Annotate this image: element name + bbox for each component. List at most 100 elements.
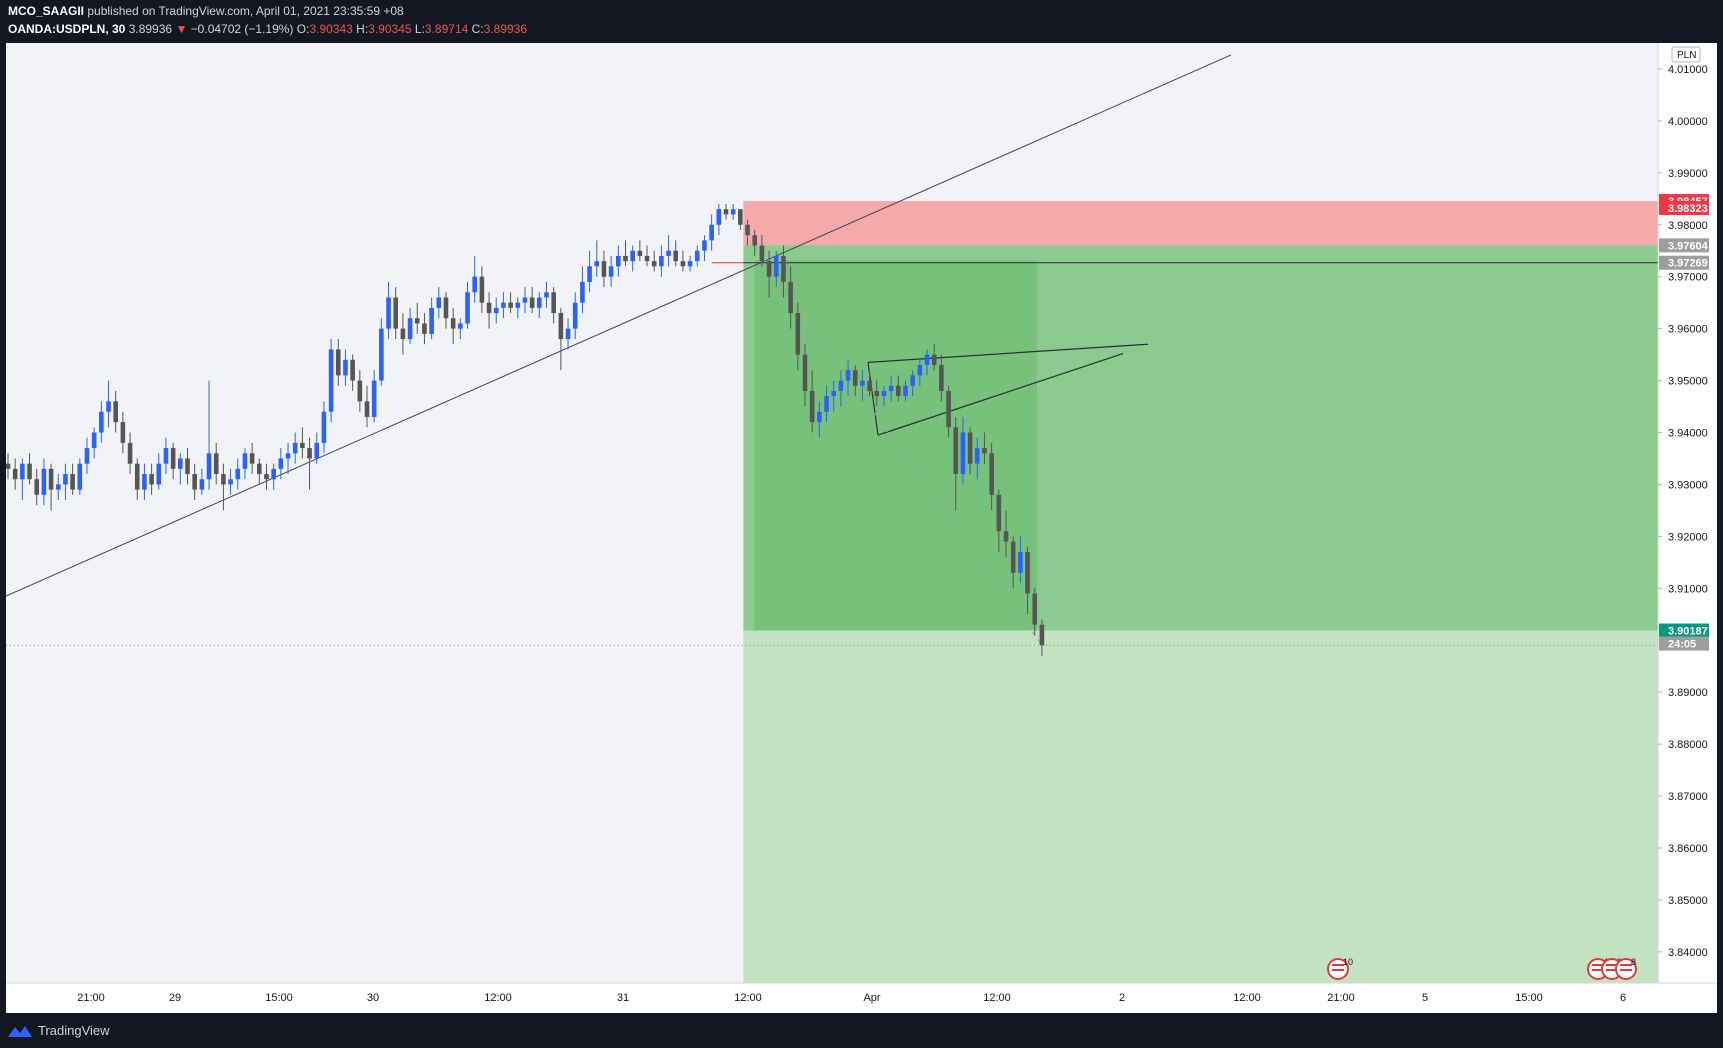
candle [651, 250, 657, 272]
candle [874, 380, 880, 407]
candle-body [393, 297, 399, 329]
candle-body [781, 255, 786, 282]
currency-label: PLN [1677, 50, 1696, 61]
candle [386, 281, 391, 340]
candle-body [328, 349, 334, 412]
candle [637, 240, 643, 262]
candle [271, 463, 276, 490]
price-label-text: 3.98323 [1668, 203, 1708, 215]
candle-body [379, 328, 384, 381]
candle-body [572, 302, 578, 329]
candle [465, 281, 470, 329]
extended-target-zone [743, 630, 1658, 983]
candle [709, 214, 714, 251]
candle [458, 318, 463, 340]
candle-body [458, 323, 463, 329]
candle [300, 427, 305, 459]
candle [170, 442, 176, 480]
candle [522, 287, 528, 314]
candle-body [429, 307, 434, 334]
candle [357, 370, 363, 412]
candle [824, 385, 829, 423]
candle [199, 468, 205, 495]
candle-body [817, 411, 822, 423]
price-label-text: 3.97269 [1668, 258, 1708, 270]
candle [795, 302, 801, 371]
candle-body [1010, 541, 1016, 573]
candle [149, 463, 154, 495]
candle [960, 416, 966, 485]
candle-body [759, 245, 765, 262]
x-tick-label: 29 [169, 992, 181, 1004]
candle [508, 292, 513, 314]
candle [630, 245, 635, 272]
candle-body [687, 261, 693, 267]
candle-body [766, 261, 772, 277]
candle [371, 370, 377, 423]
candle-body [522, 297, 528, 303]
candle [860, 370, 865, 402]
candle [472, 255, 477, 303]
candle [838, 370, 844, 407]
candle-body [199, 479, 205, 490]
candle [163, 437, 169, 475]
candle [1018, 536, 1023, 584]
candle [292, 432, 298, 464]
high-label: H: [356, 22, 369, 36]
price-axis[interactable]: 4.01000 4.00000 3.99000 3.98000 3.97000 3.960… [1658, 46, 1709, 959]
candle [888, 375, 894, 402]
tradingview-logo[interactable]: TradingView [8, 1023, 110, 1038]
candle [400, 313, 406, 355]
candle [436, 287, 442, 319]
candle-body [601, 261, 607, 277]
candle-body [529, 297, 535, 308]
candle-body [99, 411, 104, 433]
candle [142, 463, 147, 501]
candle [414, 302, 420, 334]
candle [587, 250, 592, 293]
candle [1003, 510, 1009, 558]
author-name[interactable]: MCO_SAAGII [8, 4, 85, 18]
symbol-label[interactable]: OANDA:USDPLN, 30 [8, 22, 126, 36]
candle [422, 313, 427, 345]
high-value: 3.90345 [368, 22, 412, 36]
candle [70, 463, 75, 495]
time-axis[interactable]: 21:00 29 15:00 30 12:00 31 12:00 Apr 12:00 2 12:00… [77, 992, 1626, 1004]
candle-body [939, 364, 944, 391]
price-label-box [1659, 636, 1709, 651]
y-tick-label: 3.88000 [1668, 739, 1708, 751]
candle [544, 281, 549, 308]
candle [12, 458, 18, 490]
candle [558, 307, 564, 371]
candle-body [860, 380, 865, 386]
flag-stripe [1620, 964, 1632, 966]
y-tick-label: 3.98000 [1668, 220, 1708, 232]
x-tick-label: 12:00 [983, 992, 1011, 1004]
candle-body [271, 468, 276, 480]
candle-body [996, 494, 1002, 532]
price-chart[interactable]: 4.01000 4.00000 3.99000 3.98000 3.97000 3.960… [6, 43, 1717, 1013]
flag-stripe [1620, 969, 1632, 971]
open-value: 3.90343 [309, 22, 353, 36]
candle-body [257, 463, 262, 475]
candle-body [738, 209, 743, 225]
x-tick-label: 21:00 [77, 992, 105, 1004]
candle [379, 318, 384, 386]
x-tick-label: 15:00 [1515, 992, 1543, 1004]
candle [393, 287, 399, 340]
price-label-text: 24:05 [1668, 639, 1696, 651]
price-label-box [1659, 623, 1709, 638]
candle [206, 380, 212, 490]
candle-body [465, 292, 470, 324]
candle-body [6, 463, 11, 469]
candle [221, 463, 226, 511]
candle [931, 344, 937, 371]
candle [479, 266, 485, 314]
candle [745, 219, 750, 246]
y-tick-label: 3.85000 [1668, 895, 1708, 907]
candle [1032, 588, 1038, 636]
candle [982, 432, 987, 464]
candle-body [249, 453, 255, 464]
candle [594, 240, 600, 277]
x-tick-label: 12:00 [484, 992, 512, 1004]
